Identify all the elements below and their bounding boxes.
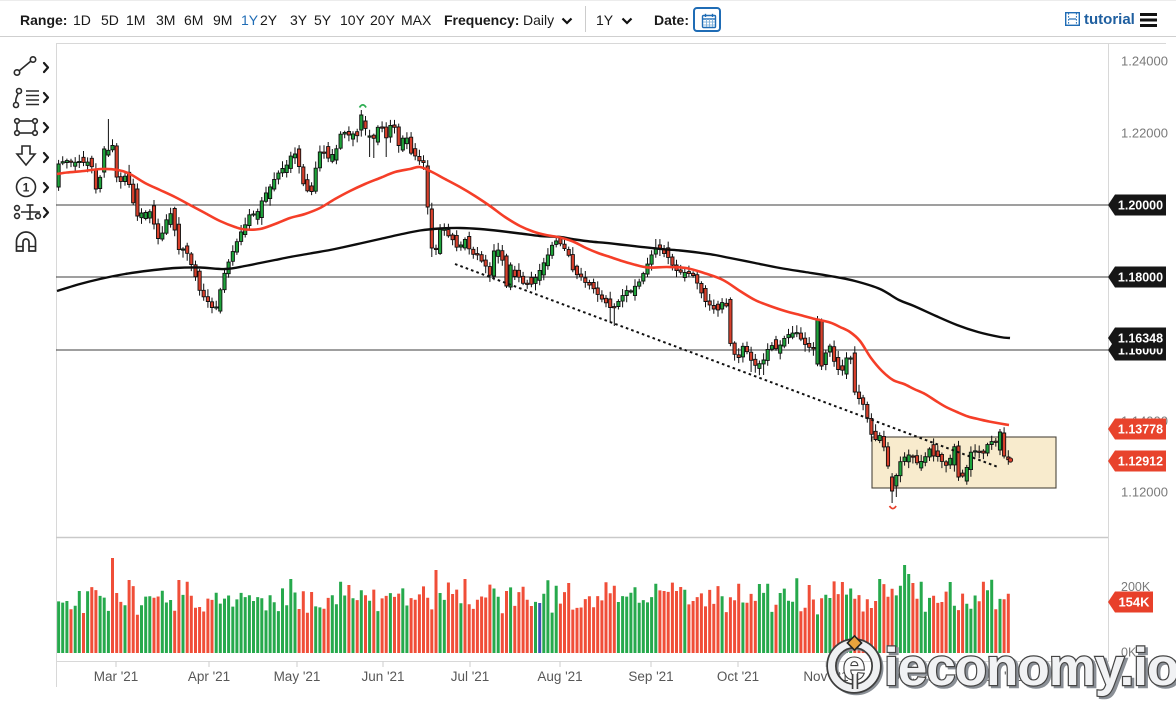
svg-text:1.13778: 1.13778 [1118, 423, 1163, 437]
svg-text:Mar '21: Mar '21 [94, 669, 139, 684]
svg-text:May '21: May '21 [274, 669, 321, 684]
svg-text:1.24000: 1.24000 [1121, 54, 1168, 69]
svg-text:1.12000: 1.12000 [1121, 485, 1168, 500]
svg-text:1.16348: 1.16348 [1118, 332, 1163, 346]
svg-text:Oct '21: Oct '21 [717, 669, 759, 684]
svg-text:ieconomy.io: ieconomy.io [886, 640, 1176, 699]
svg-text:Aug '21: Aug '21 [537, 669, 582, 684]
svg-text:1.22000: 1.22000 [1121, 126, 1168, 141]
svg-text:Jun '21: Jun '21 [361, 669, 404, 684]
svg-text:ieconomy.io: ieconomy.io [884, 638, 1176, 697]
svg-text:Jan '22: Jan '22 [978, 669, 1021, 684]
svg-text:0K: 0K [1121, 646, 1137, 660]
svg-text:Dec '21: Dec '21 [890, 669, 935, 684]
svg-text:1.12912: 1.12912 [1118, 455, 1163, 469]
svg-text:200K: 200K [1121, 580, 1151, 594]
svg-text:1: 1 [23, 181, 30, 195]
svg-text:Apr '21: Apr '21 [188, 669, 230, 684]
svg-text:Sep '21: Sep '21 [628, 669, 673, 684]
svg-text:154K: 154K [1118, 595, 1150, 610]
svg-text:1.20000: 1.20000 [1118, 199, 1163, 213]
svg-text:Jul '21: Jul '21 [451, 669, 490, 684]
svg-text:1.18000: 1.18000 [1118, 271, 1163, 285]
